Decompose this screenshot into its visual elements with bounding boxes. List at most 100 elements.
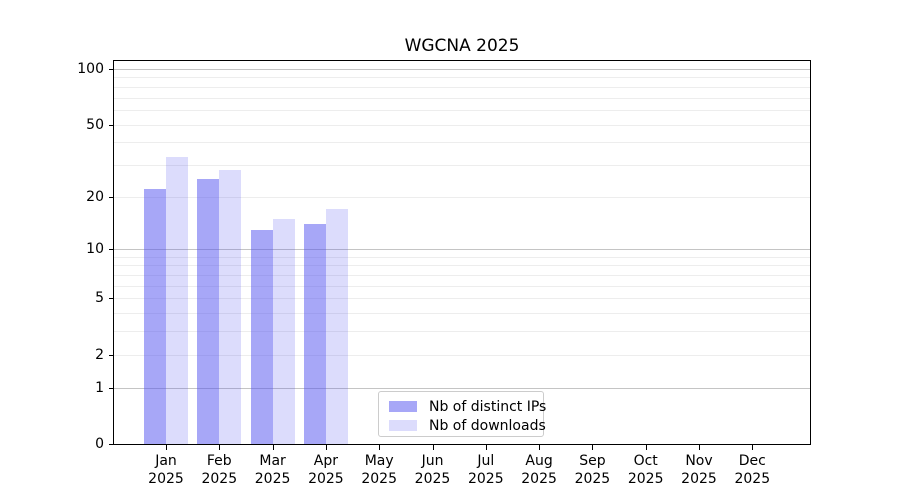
x-tick-month: Jan <box>155 453 177 469</box>
bar-downloads-feb <box>219 170 242 444</box>
x-tick-mark <box>272 445 274 450</box>
plot-area <box>113 60 811 445</box>
y-tick-label: 10 <box>86 241 104 258</box>
bar-distinct-ips-feb <box>197 179 220 444</box>
legend: Nb of distinct IPs Nb of downloads <box>378 391 546 437</box>
x-tick-month: Sep <box>579 453 606 469</box>
legend-label-distinct-ips: Nb of distinct IPs <box>429 398 547 415</box>
gridline-minor <box>114 313 810 315</box>
x-tick-mark <box>752 445 754 450</box>
x-tick-label-jul: Jul 2025 <box>454 452 518 488</box>
y-tick-mark <box>109 249 114 251</box>
x-tick-month: Jul <box>477 453 495 469</box>
x-tick-label-feb: Feb 2025 <box>187 452 251 488</box>
x-tick-year: 2025 <box>467 471 504 487</box>
gridline-major <box>114 249 810 251</box>
x-tick-mark <box>379 445 381 450</box>
gridline-minor <box>114 164 810 166</box>
y-tick-label: 100 <box>77 60 104 77</box>
x-tick-mark <box>592 445 594 450</box>
legend-swatch-distinct-ips <box>389 401 417 412</box>
x-tick-month: Nov <box>685 453 713 469</box>
x-tick-year: 2025 <box>627 471 664 487</box>
x-tick-mark <box>325 445 327 450</box>
x-tick-mark <box>699 445 700 450</box>
chart-title: WGCNA 2025 <box>404 36 520 56</box>
gridline-minor <box>114 97 810 99</box>
gridline-major <box>114 68 810 70</box>
x-tick-year: 2025 <box>361 471 397 487</box>
x-tick-month: Dec <box>738 453 766 469</box>
gridline-minor <box>114 86 810 88</box>
legend-swatch-downloads <box>389 420 417 431</box>
y-tick-mark <box>109 298 114 300</box>
y-tick-mark <box>109 444 114 445</box>
y-tick-label: 1 <box>95 379 104 396</box>
bar-downloads-apr <box>325 209 348 444</box>
y-tick-mark <box>109 196 114 198</box>
bar-downloads-mar <box>272 218 295 444</box>
x-tick-year: 2025 <box>148 471 184 487</box>
x-tick-label-dec: Dec 2025 <box>720 452 784 488</box>
x-tick-year: 2025 <box>308 471 344 487</box>
gridline-minor <box>114 298 810 300</box>
x-tick-label-oct: Oct 2025 <box>614 452 678 488</box>
x-tick-label-may: May 2025 <box>347 452 411 488</box>
x-tick-mark <box>485 445 487 450</box>
legend-item-distinct-ips: Nb of distinct IPs <box>389 397 546 416</box>
gridline-major <box>114 387 810 389</box>
bar-distinct-ips-jan <box>144 189 166 444</box>
gridline-minor <box>114 265 810 267</box>
y-tick-mark <box>109 354 114 356</box>
x-tick-year: 2025 <box>574 471 611 487</box>
x-tick-label-aug: Aug 2025 <box>507 452 571 488</box>
x-tick-mark <box>645 445 647 450</box>
y-tick-label: 0 <box>95 436 104 452</box>
gridline-minor <box>114 142 810 144</box>
gridline-minor <box>114 196 810 198</box>
x-tick-month: Feb <box>206 453 232 469</box>
x-tick-month: Oct <box>633 453 658 469</box>
x-tick-label-mar: Mar 2025 <box>241 452 305 488</box>
legend-item-downloads: Nb of downloads <box>389 416 546 435</box>
x-tick-month: Apr <box>313 453 338 469</box>
x-tick-month: Aug <box>525 453 553 469</box>
x-tick-year: 2025 <box>201 471 238 487</box>
x-tick-label-sep: Sep 2025 <box>560 452 624 488</box>
y-tick-label: 20 <box>86 188 104 205</box>
y-tick-label: 5 <box>95 290 104 307</box>
gridline-minor <box>114 354 810 356</box>
x-tick-year: 2025 <box>254 471 291 487</box>
x-tick-year: 2025 <box>681 471 717 487</box>
gridline-minor <box>114 331 810 333</box>
x-tick-mark <box>432 445 434 450</box>
x-tick-label-jan: Jan 2025 <box>134 452 198 488</box>
gridline-minor <box>114 77 810 79</box>
x-tick-label-jun: Jun 2025 <box>401 452 465 488</box>
gridline-minor <box>114 109 810 111</box>
y-tick-mark <box>109 387 114 389</box>
x-tick-mark <box>539 445 541 450</box>
x-tick-label-nov: Nov 2025 <box>667 452 731 488</box>
bar-downloads-jan <box>166 157 188 444</box>
gridline-minor <box>114 285 810 287</box>
bar-distinct-ips-apr <box>303 223 326 444</box>
x-tick-month: Mar <box>259 453 286 469</box>
x-tick-year: 2025 <box>521 471 557 487</box>
gridline-minor <box>114 124 810 126</box>
gridline-minor <box>114 256 810 258</box>
y-tick-label: 2 <box>95 346 104 363</box>
x-tick-label-apr: Apr 2025 <box>294 452 358 488</box>
y-tick-label: 50 <box>86 116 104 133</box>
x-tick-year: 2025 <box>414 471 451 487</box>
x-tick-mark <box>166 445 167 450</box>
x-tick-year: 2025 <box>734 471 771 487</box>
x-tick-month: May <box>364 453 394 469</box>
x-tick-mark <box>219 445 221 450</box>
gridline-minor <box>114 275 810 277</box>
legend-label-downloads: Nb of downloads <box>429 417 546 434</box>
bar-distinct-ips-mar <box>250 229 273 444</box>
y-tick-mark <box>109 68 114 70</box>
x-tick-month: Jun <box>421 453 444 469</box>
